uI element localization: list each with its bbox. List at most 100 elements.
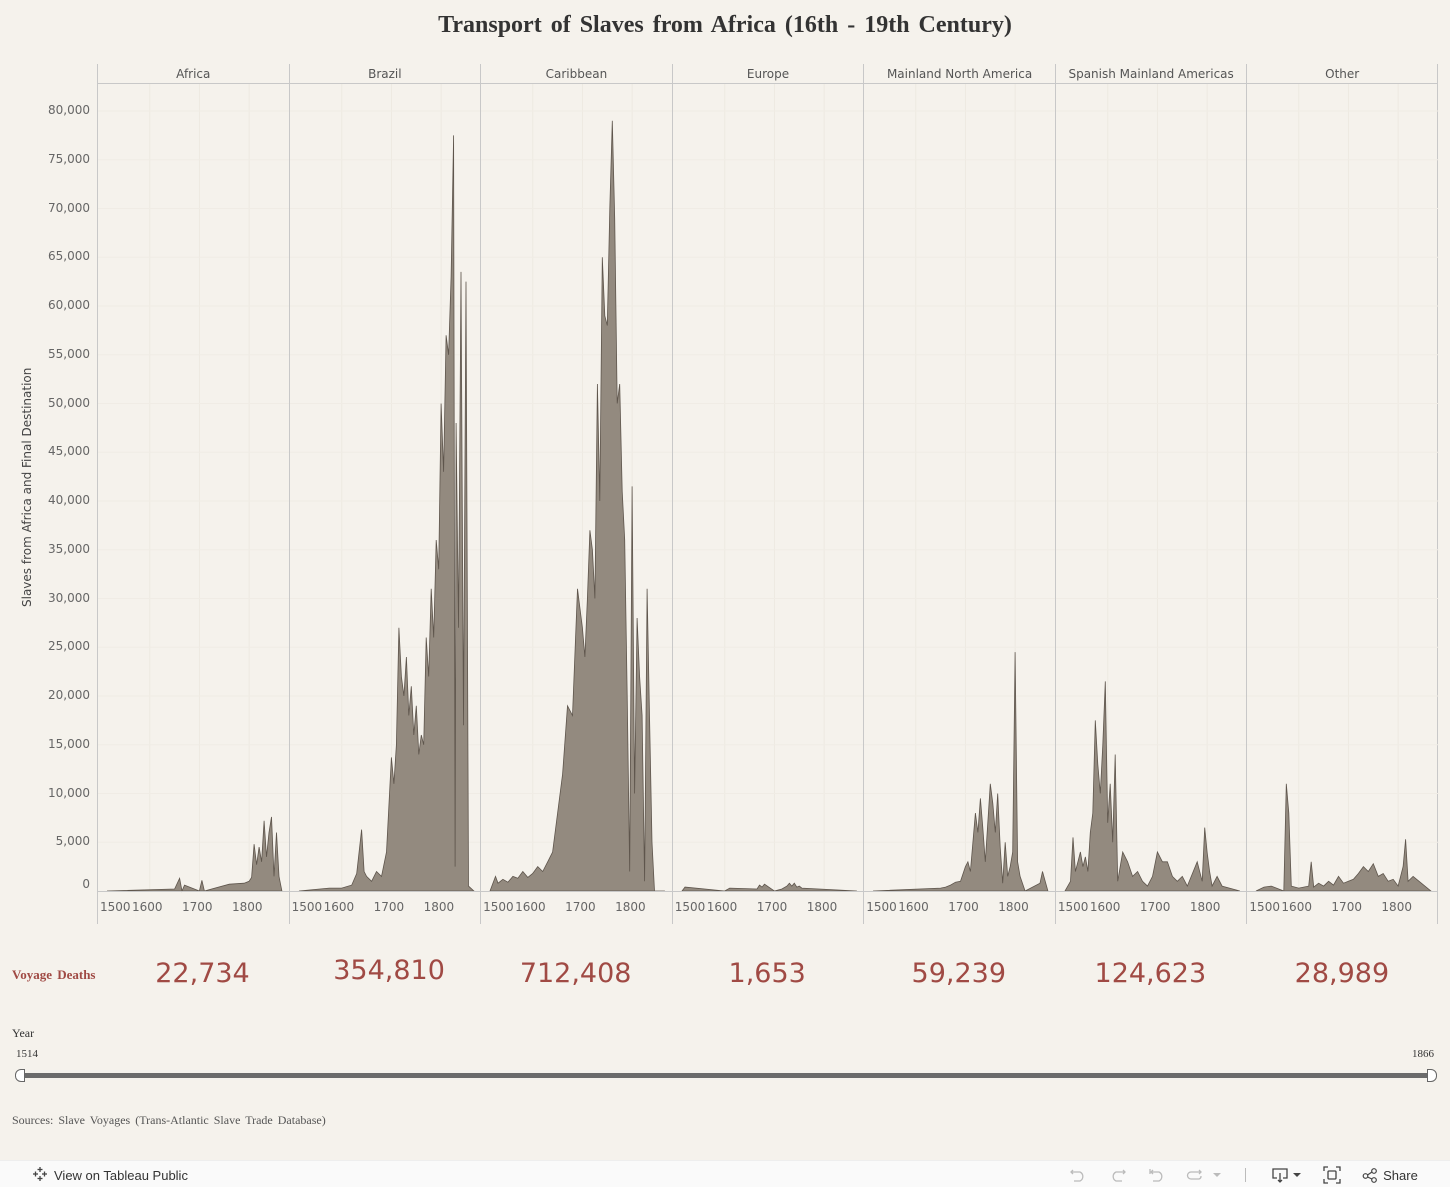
revert-button[interactable] [1147,1165,1167,1185]
facet-panel: Europe 1500 1600 1700 1800 [671,64,865,924]
y-tick-label: 60,000 [48,298,90,312]
panel-header: Brazil [289,64,481,84]
redo-button[interactable] [1108,1165,1128,1185]
y-tick-label: 45,000 [48,444,90,459]
year-slider-min-handle[interactable] [15,1069,25,1082]
x-axis-baseline [97,891,1438,892]
fullscreen-button[interactable] [1322,1165,1342,1185]
voyage-deaths-value: 712,408 [519,958,632,989]
share-icon [1362,1168,1378,1183]
panel-header: Caribbean [481,64,672,84]
y-tick-label: 35,000 [48,541,90,556]
year-slider-max-handle[interactable] [1427,1069,1437,1082]
toolbar-divider [1245,1168,1246,1182]
x-tick-label: 1500 [291,900,323,914]
area-chart[interactable] [481,84,673,924]
y-tick-label: 0 [82,877,90,891]
facet-panel: Caribbean 1500 1600 1700 1800 [480,64,673,924]
y-tick-label: 40,000 [48,493,90,507]
x-tick-label: 1500 [483,900,514,914]
x-tick-label: 1800 [615,900,646,914]
x-tick-label: 1600 [898,900,929,914]
x-tick-label: 1500 [100,900,131,914]
x-tick-label: 1500 [866,900,897,914]
view-on-tableau-label: View on Tableau Public [54,1168,188,1183]
fullscreen-icon [1323,1166,1341,1184]
facet-panel: Mainland North America 1500 1600 1700 1800 [863,64,1056,924]
x-tick-label: 1700 [948,900,979,914]
y-tick-label: 30,000 [48,590,90,605]
panel-header: Other [1247,64,1437,84]
x-tick-label: 1700 [373,900,405,914]
y-tick-label: 5,000 [55,834,90,849]
y-tick-label: 70,000 [48,200,90,215]
voyage-deaths-value: 124,623 [1094,958,1207,989]
x-tick-label: 1800 [232,900,263,914]
undo-icon [1070,1169,1084,1182]
redo-icon [1112,1169,1126,1182]
x-tick-label: 1700 [1331,900,1362,914]
year-range-slider[interactable] [20,1073,1432,1078]
voyage-deaths-label: Voyage Deaths [12,967,96,982]
voyage-deaths-value: 22,734 [155,958,250,989]
y-tick-label: 15,000 [48,736,90,751]
year-filter-max: 1866 [1412,1048,1434,1060]
panel-header: Mainland North America [864,64,1055,84]
facet-panel: Other 1500 1600 1700 1800 [1246,64,1439,924]
dashboard-title: Transport of Slaves from Africa (16th - … [438,12,1012,38]
download-icon [1271,1168,1288,1183]
download-button[interactable] [1270,1165,1302,1185]
tableau-logo-icon [32,1166,48,1185]
x-tick-label: 1600 [1281,900,1312,914]
x-tick-label: 1800 [998,900,1029,914]
y-tick-label: 80,000 [48,103,90,117]
voyage-deaths-value: 354,810 [333,955,445,986]
refresh-icon [1186,1169,1202,1180]
facet-panel: Brazil 1500 1600 1700 1800 [288,64,482,924]
x-tick-label: 1800 [423,900,455,914]
x-tick-label: 1700 [1139,900,1171,914]
x-tick-label: 1600 [323,900,355,914]
share-label: Share [1383,1167,1418,1183]
x-tick-label: 1600 [515,900,546,914]
y-tick-label: 20,000 [48,688,90,702]
x-tick-label: 1700 [182,900,213,914]
panel-header: Spanish Mainland Americas [1055,64,1247,84]
refresh-button[interactable] [1184,1165,1224,1185]
x-tick-label: 1600 [706,900,738,914]
view-on-tableau-link[interactable]: View on Tableau Public [32,1166,188,1185]
area-chart[interactable] [1247,84,1439,924]
tableau-toolbar: View on Tableau Public Share [0,1160,1450,1187]
facet-panel: Spanish Mainland Americas 1500 1600 1700 18… [1054,64,1248,924]
year-filter-min: 1514 [16,1048,38,1060]
voyage-deaths-value: 28,989 [1294,958,1390,989]
sources-note: Sources: Slave Voyages (Trans-Atlantic S… [12,1113,326,1127]
y-tick-label: 10,000 [48,785,90,800]
panel-header: Europe [672,64,864,84]
y-tick-label: 55,000 [48,346,90,361]
undo-button[interactable] [1068,1165,1088,1185]
y-tick-label: 25,000 [48,639,90,654]
area-chart[interactable] [289,84,482,924]
y-tick-label: 65,000 [48,249,90,264]
area-chart[interactable] [672,84,865,924]
panel-header: Africa [98,64,289,84]
area-chart[interactable] [864,84,1056,924]
voyage-deaths-value: 1,653 [728,958,806,989]
chevron-down-icon [1213,1173,1221,1177]
x-tick-label: 1700 [756,900,788,914]
year-filter-label: Year [12,1026,35,1040]
chevron-down-icon [1292,1173,1301,1177]
x-tick-label: 1500 [1249,900,1280,914]
y-tick-label: 75,000 [48,151,90,166]
revert-icon [1149,1169,1163,1182]
area-chart[interactable] [98,84,290,924]
area-chart[interactable] [1055,84,1248,924]
x-tick-label: 1600 [132,900,163,914]
facet-panel: Africa 1500 1600 1700 1800 [97,64,290,924]
x-tick-label: 1800 [806,900,838,914]
share-button[interactable]: Share [1360,1165,1420,1185]
y-tick-label: 50,000 [48,395,90,410]
x-tick-label: 1700 [565,900,596,914]
facet-panels: Africa 1500 1600 1700 1800 Brazil 1500 1600 17… [97,64,1439,924]
